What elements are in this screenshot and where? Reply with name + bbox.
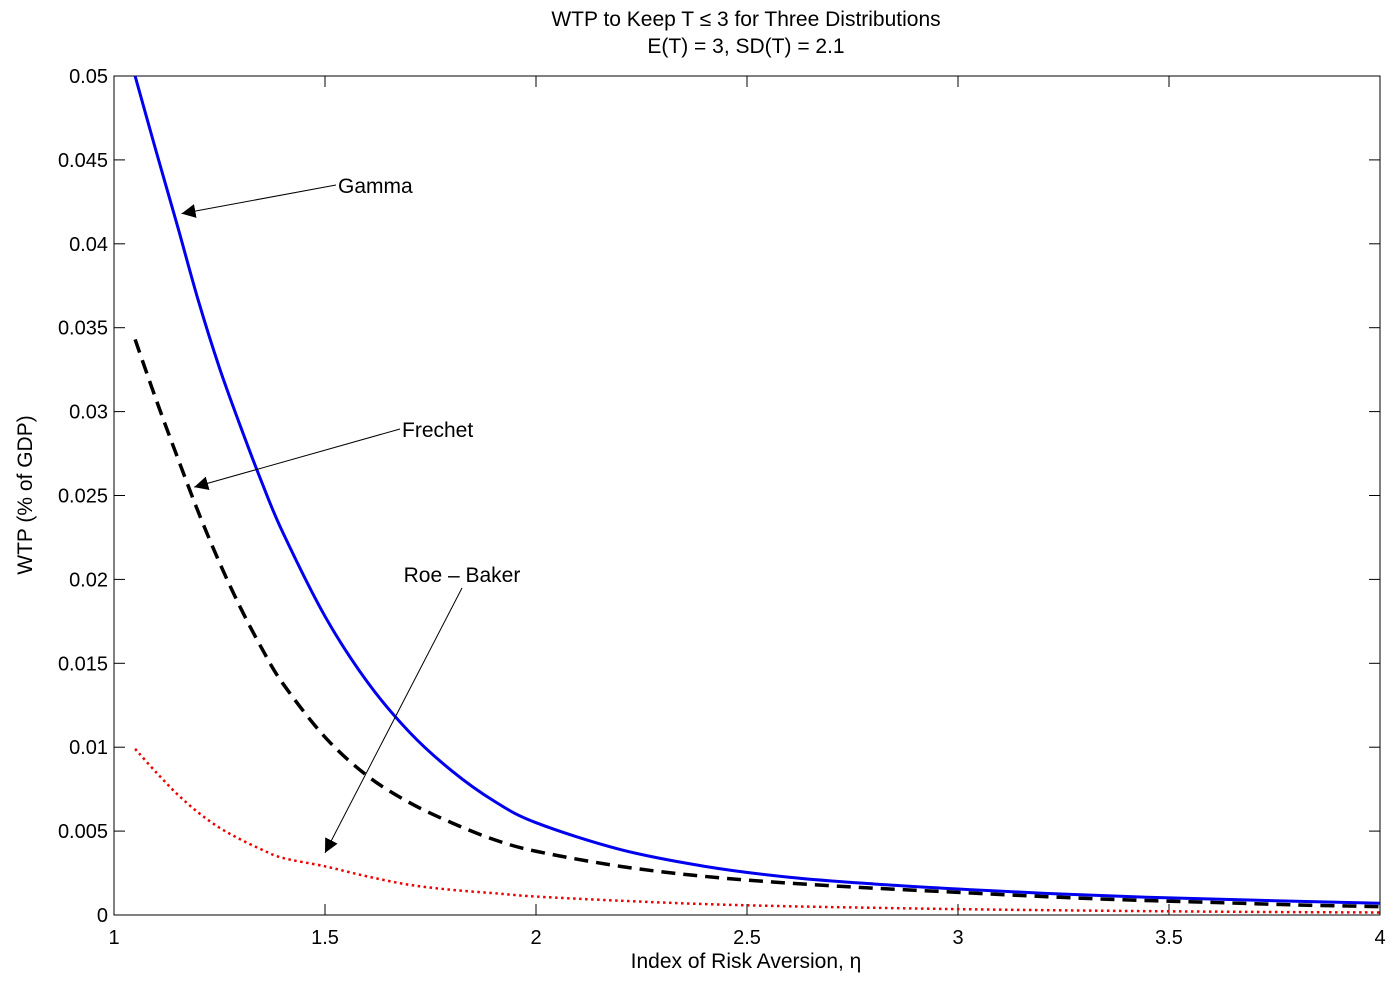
x-tick-label: 1 [108, 927, 119, 949]
y-tick-label: 0.035 [58, 318, 108, 340]
y-tick-label: 0.045 [58, 150, 108, 172]
y-tick-label: 0.03 [69, 402, 108, 424]
y-tick-label: 0.01 [69, 737, 108, 759]
y-tick-label: 0.005 [58, 821, 108, 843]
series-line-gamma [133, 75, 1381, 905]
annotations-layer: Gamma Frechet Roe – Baker [181, 175, 521, 854]
y-axis-label: WTP (% of GDP) [14, 415, 37, 574]
series-layer [133, 75, 1381, 914]
y-tick-label: 0.015 [58, 653, 108, 675]
x-tick-label: 3.5 [1155, 927, 1183, 949]
annotation-roe-baker-arrow [324, 587, 463, 854]
y-tick-label: 0.02 [69, 569, 108, 591]
annotation-roe-baker-label: Roe – Baker [404, 564, 521, 587]
x-axis-label: Index of Risk Aversion, η [631, 950, 862, 973]
series-line-frechet [133, 338, 1381, 909]
annotation-gamma-label: Gamma [338, 175, 413, 198]
y-tick-label: 0.025 [58, 486, 108, 508]
x-tick-label: 1.5 [311, 927, 339, 949]
annotation-gamma-arrow [181, 184, 337, 218]
series-line-roe-baker [134, 748, 1381, 914]
chart-title: WTP to Keep T ≤ 3 for Three Distribution… [551, 8, 940, 31]
x-tick-label: 3 [952, 927, 963, 949]
annotation-frechet-arrow [194, 428, 401, 491]
annotation-frechet-label: Frechet [402, 419, 473, 442]
x-tick-label: 2.5 [733, 927, 761, 949]
x-tick-label: 4 [1374, 927, 1385, 949]
y-tick-label: 0 [97, 905, 108, 927]
y-tick-label: 0.04 [69, 234, 108, 256]
chart-subtitle: E(T) = 3, SD(T) = 2.1 [647, 35, 844, 58]
axis-ticks: 1 1.5 2 2.5 3 3.5 4 0 0.005 0.01 0.015 0.02 0.025 0.0… [58, 66, 1386, 949]
x-tick-label: 2 [530, 927, 541, 949]
plot-area-frame [113, 75, 1381, 916]
y-tick-label: 0.05 [69, 66, 108, 88]
